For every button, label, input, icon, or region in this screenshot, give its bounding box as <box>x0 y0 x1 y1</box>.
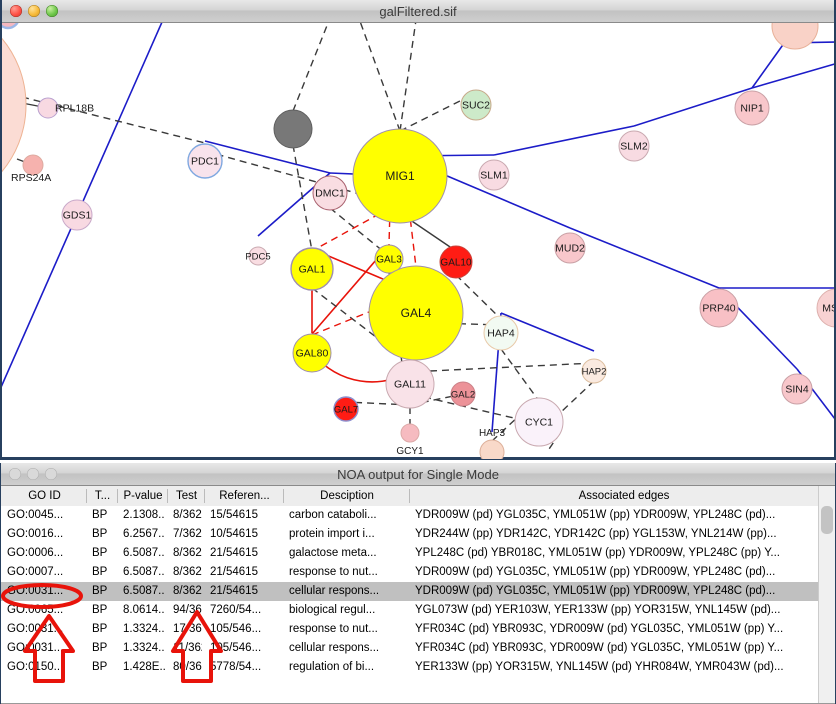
svg-text:PRP40: PRP40 <box>702 303 735 315</box>
svg-text:HAP4: HAP4 <box>487 328 515 340</box>
svg-text:GDS1: GDS1 <box>63 210 92 222</box>
svg-text:RPL18B: RPL18B <box>55 103 94 115</box>
svg-text:GAL3: GAL3 <box>376 255 402 266</box>
svg-text:SLM1: SLM1 <box>480 170 508 182</box>
svg-text:HAP3: HAP3 <box>479 428 506 439</box>
svg-text:MSI...: MSI... <box>822 303 834 315</box>
svg-text:MUD2: MUD2 <box>555 243 585 255</box>
svg-text:GAL2: GAL2 <box>451 389 475 400</box>
svg-text:GAL1: GAL1 <box>299 264 326 276</box>
svg-text:GAL80: GAL80 <box>296 348 329 360</box>
svg-text:GAL4: GAL4 <box>401 306 432 320</box>
svg-text:SUC2: SUC2 <box>462 100 490 112</box>
svg-text:NIP1: NIP1 <box>740 103 764 115</box>
svg-text:SLM2: SLM2 <box>620 141 648 153</box>
svg-text:PDC1: PDC1 <box>191 156 219 168</box>
svg-text:CYC1: CYC1 <box>525 417 553 429</box>
svg-text:GCY1: GCY1 <box>396 446 424 457</box>
svg-text:RPS24A: RPS24A <box>11 172 51 184</box>
svg-text:GAL7: GAL7 <box>334 404 358 415</box>
svg-text:SIN4: SIN4 <box>785 384 809 396</box>
svg-text:DMC1: DMC1 <box>315 188 345 200</box>
svg-text:GAL10: GAL10 <box>440 258 472 269</box>
svg-text:GAL11: GAL11 <box>394 379 426 391</box>
svg-text:PDC5: PDC5 <box>245 251 270 262</box>
svg-text:MIG1: MIG1 <box>385 169 415 183</box>
svg-text:HAP2: HAP2 <box>582 366 607 377</box>
